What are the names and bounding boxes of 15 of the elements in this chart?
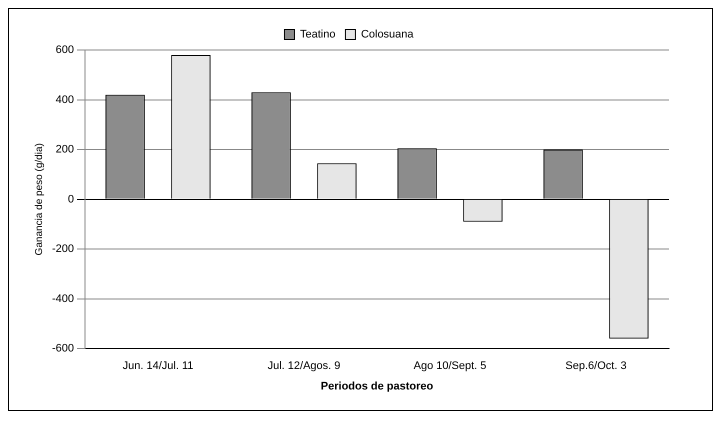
x-tick-label: Ago 10/Sept. 5 xyxy=(414,360,486,372)
y-tick-label: 400 xyxy=(56,94,74,106)
y-tick-label: -200 xyxy=(52,243,74,256)
y-tick-label: 200 xyxy=(56,144,74,156)
legend-label: Colosuana xyxy=(360,28,414,41)
y-tick-label: -400 xyxy=(52,292,74,305)
y-tick-label: 600 xyxy=(56,44,74,56)
x-tick-label: Jun. 14/Jul. 11 xyxy=(122,360,194,372)
x-tick-label: Jul. 12/Agos. 9 xyxy=(268,360,340,372)
y-tick-label: 0 xyxy=(68,193,74,206)
legend-label: Teatino xyxy=(300,28,336,41)
x-tick-label: Sep.6/Oct. 3 xyxy=(565,360,627,372)
x-axis-title: Periodos de pastoreo xyxy=(320,380,434,392)
y-tick-label: -600 xyxy=(52,342,74,355)
y-axis-title: Ganancia de peso (g/dia) xyxy=(34,143,45,256)
